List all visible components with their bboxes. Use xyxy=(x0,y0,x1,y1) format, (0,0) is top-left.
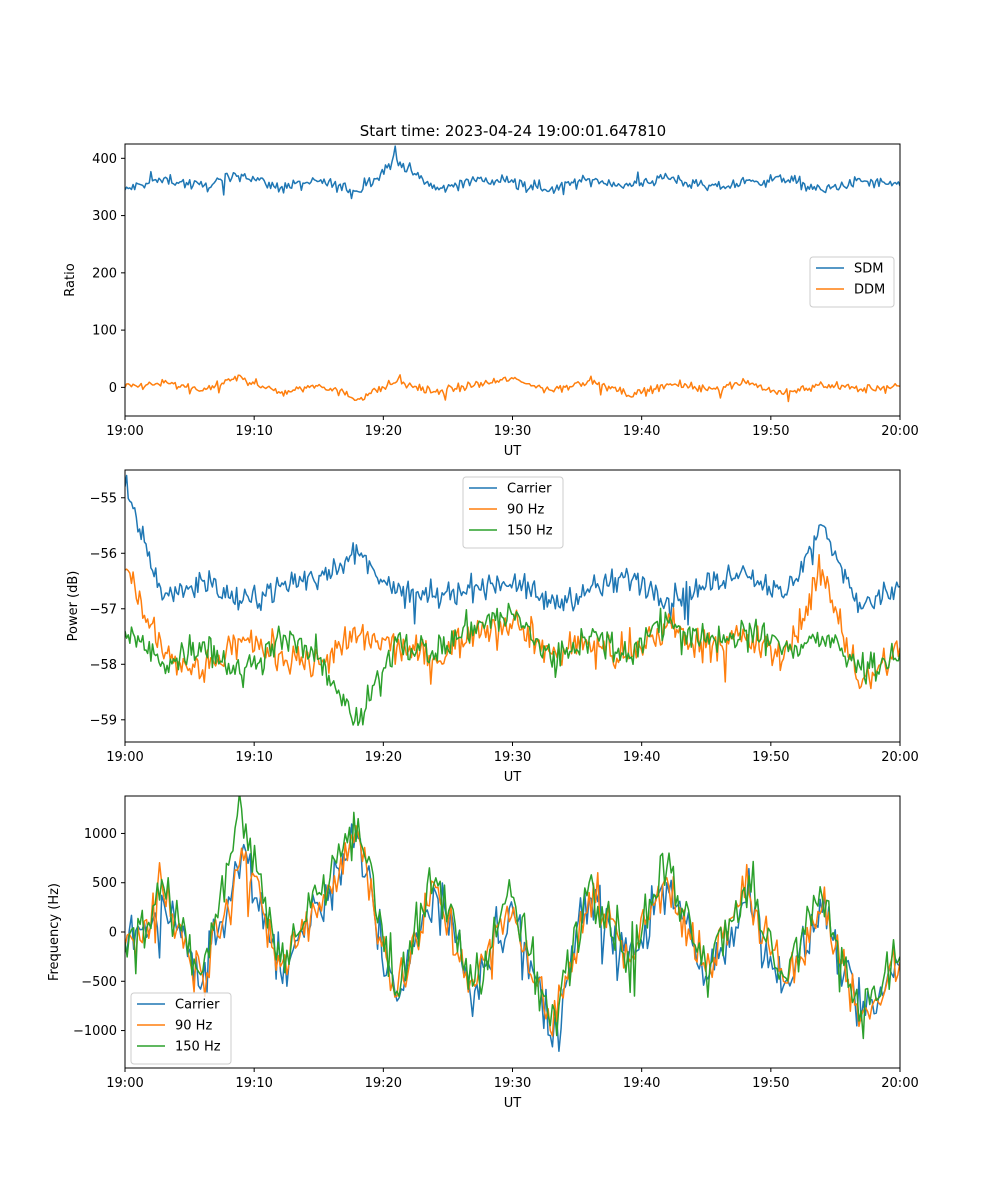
x-axis-label: UT xyxy=(504,770,522,785)
legend-entry: DDM xyxy=(854,283,885,298)
x-tick-label: 19:50 xyxy=(752,1076,789,1091)
y-axis-label: Power (dB) xyxy=(66,571,81,642)
x-axis-label: UT xyxy=(504,1096,522,1111)
y-tick-label: −500 xyxy=(81,975,117,990)
y-axis-label: Ratio xyxy=(63,263,78,296)
legend-entry: SDM xyxy=(854,262,883,277)
legend-entry: 150 Hz xyxy=(507,524,553,539)
x-tick-label: 19:00 xyxy=(106,424,143,439)
y-tick-label: −59 xyxy=(90,713,117,728)
series-line-90-hz xyxy=(125,825,900,1037)
y-tick-label: −1000 xyxy=(73,1024,117,1039)
series-line-carrier xyxy=(125,474,900,626)
x-tick-label: 19:40 xyxy=(623,750,660,765)
axes-frame xyxy=(124,795,901,1069)
panel-3: 19:00 19:10 19:20 19:30 19:40 19:50 20:00 1000 5… xyxy=(47,795,919,1111)
legend: Carrier 90 Hz 150 Hz xyxy=(130,992,232,1065)
x-tick-label: 19:00 xyxy=(106,750,143,765)
series-line-carrier xyxy=(125,823,900,1053)
x-tick-label: 19:30 xyxy=(494,424,531,439)
y-tick-label: 0 xyxy=(109,926,117,941)
y-tick-label: 500 xyxy=(92,876,117,891)
series-line-ddm xyxy=(125,374,900,403)
legend-box xyxy=(809,256,895,308)
x-tick-label: 19:20 xyxy=(365,750,402,765)
legend: Carrier 90 Hz 150 Hz xyxy=(462,476,564,549)
x-tick-label: 19:40 xyxy=(623,424,660,439)
y-tick-label: 400 xyxy=(92,152,117,167)
series-line-90-hz xyxy=(125,553,900,690)
series-line-sdm xyxy=(125,145,900,200)
y-tick-label: 200 xyxy=(92,266,117,281)
y-axis-label: Frequency (Hz) xyxy=(47,883,62,981)
legend-entry: 150 Hz xyxy=(175,1040,221,1055)
panel-2: 19:00 19:10 19:20 19:30 19:40 19:50 20:00 −55 −5… xyxy=(66,469,919,785)
panel-1: 19:00 19:10 19:20 19:30 19:40 19:50 20:00 0 100 2… xyxy=(63,143,919,459)
legend-entry: Carrier xyxy=(507,482,552,497)
y-tick-label: −57 xyxy=(90,602,117,617)
y-tick-label: −58 xyxy=(90,658,117,673)
y-tick-label: 1000 xyxy=(84,827,117,842)
x-axis-label: UT xyxy=(504,444,522,459)
x-tick-label: 19:10 xyxy=(235,1076,272,1091)
y-tick-label: 300 xyxy=(92,209,117,224)
y-tick-label: 0 xyxy=(109,381,117,396)
x-tick-label: 19:20 xyxy=(365,424,402,439)
figure-title: Start time: 2023-04-24 19:00:01.647810 xyxy=(360,122,666,140)
y-tick-label: −55 xyxy=(90,491,117,506)
x-tick-label: 19:40 xyxy=(623,1076,660,1091)
legend-entry: Carrier xyxy=(175,998,220,1013)
x-tick-label: 20:00 xyxy=(881,750,918,765)
x-tick-label: 20:00 xyxy=(881,424,918,439)
x-tick-label: 19:10 xyxy=(235,750,272,765)
y-tick-label: −56 xyxy=(90,547,117,562)
x-tick-label: 19:30 xyxy=(494,1076,531,1091)
x-tick-label: 20:00 xyxy=(881,1076,918,1091)
series-line-150-hz xyxy=(125,602,900,727)
legend-entry: 90 Hz xyxy=(175,1019,212,1034)
x-tick-label: 19:20 xyxy=(365,1076,402,1091)
legend-entry: 90 Hz xyxy=(507,503,544,518)
x-tick-label: 19:10 xyxy=(235,424,272,439)
legend: SDM DDM xyxy=(809,256,895,308)
series-line-150-hz xyxy=(125,796,900,1040)
x-tick-label: 19:50 xyxy=(752,750,789,765)
x-tick-label: 19:00 xyxy=(106,1076,143,1091)
x-tick-label: 19:30 xyxy=(494,750,531,765)
y-tick-label: 100 xyxy=(92,324,117,339)
x-tick-label: 19:50 xyxy=(752,424,789,439)
axes-frame xyxy=(124,143,901,417)
